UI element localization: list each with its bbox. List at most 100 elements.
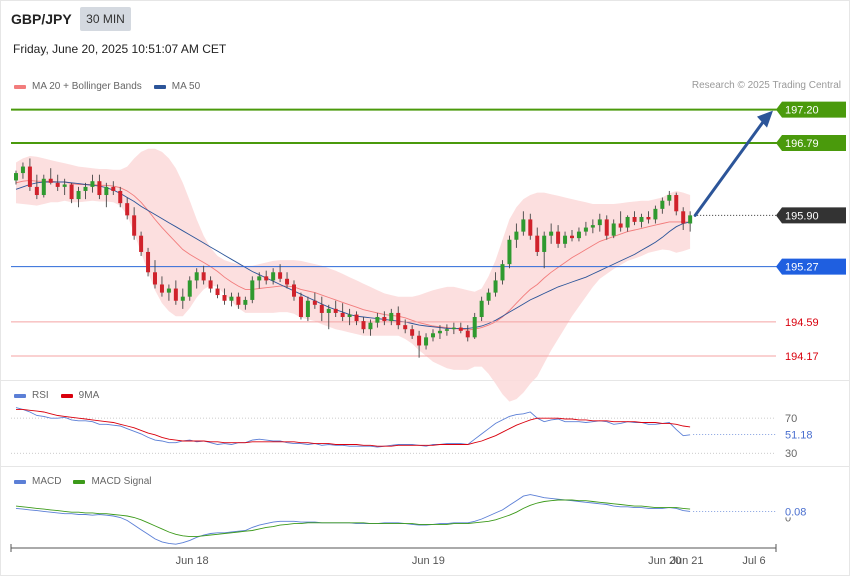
candle-body: [69, 184, 74, 200]
candle-body: [528, 219, 533, 236]
candle-body: [674, 195, 679, 212]
candle-body: [458, 327, 463, 331]
candle-body: [590, 225, 595, 228]
candle-body: [111, 186, 116, 191]
candle-body: [444, 329, 449, 331]
candle-body: [521, 219, 526, 232]
level-label-194-59: 194.59: [785, 317, 819, 329]
timeframe-badge[interactable]: 30 MIN: [80, 7, 131, 31]
rsi-ma-line: [16, 408, 691, 447]
candle-body: [472, 317, 477, 338]
candle-body: [556, 231, 561, 244]
candle-body: [639, 216, 644, 222]
candle-body: [243, 299, 248, 305]
candle-body: [368, 322, 373, 330]
pane-separator-macd: [0, 466, 850, 467]
candle-body: [173, 288, 178, 301]
level-tag-197-20: [776, 101, 846, 118]
candle-body: [298, 296, 303, 318]
legend-swatch-rsi: [14, 393, 26, 398]
candle-body: [305, 300, 310, 318]
candle-body: [215, 288, 220, 296]
candle-body: [333, 308, 338, 313]
pane-separator-rsi: [0, 380, 850, 381]
candle-body: [125, 203, 130, 216]
candle-body: [319, 304, 324, 313]
candle-body: [76, 190, 81, 200]
symbol-title: GBP/JPY: [11, 11, 72, 27]
candle-body: [646, 216, 651, 220]
candle-body: [507, 239, 512, 265]
legend-label-rsi-ma: 9MA: [78, 390, 100, 401]
candle-body: [611, 223, 616, 236]
candle-body: [55, 182, 60, 187]
candle-body: [153, 272, 157, 285]
macd-current-label: 0.08: [785, 506, 806, 518]
candle-body: [549, 231, 554, 236]
candle-body: [90, 181, 95, 187]
candle-body: [667, 195, 672, 201]
candle-body: [465, 330, 470, 338]
projection-arrow-line: [693, 119, 766, 217]
candle-body: [500, 264, 505, 281]
candle-body: [20, 166, 25, 174]
level-label-196-79: 196.79: [785, 138, 819, 150]
candle-body: [361, 321, 366, 330]
level-label-194-17: 194.17: [785, 351, 819, 363]
candle-body: [278, 272, 283, 279]
candle-body: [403, 325, 408, 330]
candle-body: [653, 208, 658, 220]
candle-body: [486, 292, 491, 301]
candle-body: [159, 284, 164, 293]
candle-body: [451, 327, 456, 330]
level-tag-195-27: [776, 258, 846, 275]
datetime-label: Friday, June 20, 2025 10:51:07 AM CET: [13, 42, 227, 56]
candle-body: [326, 308, 331, 313]
candle-body: [187, 280, 192, 297]
candle-body: [166, 288, 171, 293]
rsi-level-label-70: 70: [785, 413, 797, 425]
candle-body: [229, 296, 234, 301]
candle-body: [222, 295, 227, 301]
legend-swatch-macd: [14, 479, 26, 484]
candle-body: [312, 300, 317, 305]
candle-body: [27, 166, 32, 187]
price-legend: MA 20 + Bollinger Bands MA 50: [14, 81, 212, 92]
legend-swatch-ma50: [153, 84, 166, 89]
candle-body: [132, 215, 137, 236]
macd-legend: MACD MACD Signal: [14, 476, 163, 487]
candle-body: [493, 280, 498, 293]
candle-body: [389, 312, 394, 322]
candle-body: [83, 186, 88, 191]
level-label-195-90: 195.90: [785, 210, 819, 222]
x-tick-label: Jul 6: [742, 555, 765, 567]
macd-signal-line: [15, 499, 691, 538]
candle-body: [688, 215, 693, 224]
credit-text: Research © 2025 Trading Central: [691, 80, 841, 91]
candle-body: [514, 231, 519, 240]
rsi-line: [15, 407, 691, 448]
candle-body: [424, 337, 429, 346]
candle-body: [681, 211, 686, 224]
candle-body: [48, 178, 53, 183]
candle-body: [396, 312, 401, 326]
candle-body: [354, 314, 359, 322]
candle-body: [660, 200, 665, 209]
macd-current-label-bg: [780, 504, 814, 518]
candle-body: [41, 178, 46, 196]
candle-body: [417, 335, 422, 346]
ma20-line: [15, 179, 691, 331]
candle-body: [194, 272, 199, 281]
candle-body: [97, 181, 102, 196]
candle-body: [34, 186, 39, 196]
macd-zero-label: 0: [785, 513, 791, 525]
legend-label-macd: MACD: [32, 476, 62, 487]
candle-body: [563, 235, 568, 244]
candle-body: [375, 317, 380, 323]
x-tick-label: Jun 18: [176, 555, 209, 567]
level-tag-195-90: [776, 207, 846, 224]
candle-body: [597, 219, 602, 226]
legend-swatch-macd-signal: [73, 479, 86, 484]
bollinger-band-area: [16, 148, 691, 402]
